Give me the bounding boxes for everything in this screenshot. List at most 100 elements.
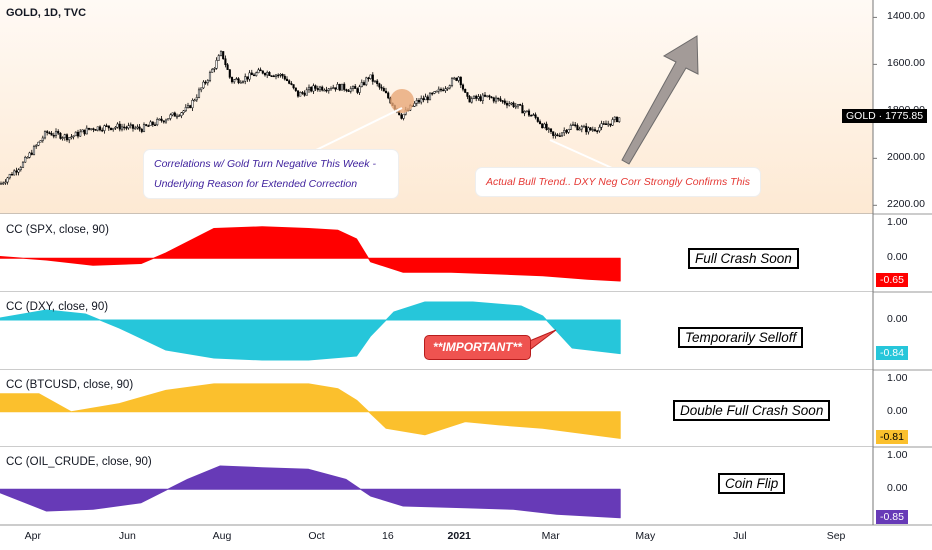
candle-body	[6, 177, 9, 183]
candle-body	[118, 123, 121, 130]
candle-body	[497, 97, 500, 100]
candle-body	[288, 80, 291, 84]
candle-body	[136, 126, 139, 129]
candle-body	[600, 123, 603, 128]
dxy-pane-title: CC (DXY, close, 90)	[6, 301, 109, 313]
candle-body	[574, 124, 577, 126]
candle-body	[17, 169, 20, 173]
candle-body	[70, 136, 73, 139]
candle-body	[437, 88, 440, 92]
candle-body	[347, 90, 350, 92]
candle-body	[382, 88, 385, 92]
candle-body	[90, 128, 93, 130]
candle-body	[167, 118, 170, 121]
candle-body	[552, 131, 555, 136]
candle-body	[96, 126, 99, 131]
candle-body	[8, 173, 11, 179]
candle-body	[277, 74, 280, 77]
candle-body	[301, 92, 304, 94]
candle-body	[503, 100, 506, 104]
candle-body	[151, 121, 154, 125]
candle-body	[13, 170, 16, 176]
candle-body	[68, 137, 71, 141]
candle-body	[268, 72, 271, 76]
candle-body	[318, 86, 322, 91]
candle-body	[464, 88, 467, 93]
candle-body	[149, 121, 152, 126]
candle-body	[182, 110, 185, 113]
candle-body	[329, 88, 333, 91]
candle-body	[340, 83, 344, 91]
candle-body	[186, 105, 190, 108]
candle-body	[514, 105, 517, 108]
candle-body	[362, 82, 366, 86]
candle-body	[569, 125, 572, 130]
time-axis-label: Oct	[308, 530, 325, 542]
candle-body	[479, 96, 482, 101]
candle-body	[109, 127, 113, 130]
spx-label-box: Full Crash Soon	[688, 248, 799, 269]
candle-body	[549, 128, 553, 132]
candle-body	[184, 106, 187, 112]
candle-body	[607, 123, 610, 126]
candle-body	[521, 105, 524, 114]
candle-body	[129, 124, 132, 126]
candle-body	[266, 72, 269, 76]
candle-body	[488, 95, 491, 98]
candle-body	[259, 69, 262, 72]
candle-body	[442, 89, 445, 92]
candle-body	[371, 74, 374, 82]
candle-body	[222, 51, 225, 59]
candle-body	[307, 86, 311, 91]
candle-body	[63, 134, 66, 138]
candle-body	[567, 129, 570, 133]
candle-body	[516, 104, 520, 107]
candle-body	[615, 116, 619, 123]
candle-body	[360, 82, 363, 87]
oil-axis-label: 0.00	[887, 482, 908, 495]
candle-body	[228, 69, 231, 78]
candle-body	[10, 173, 14, 176]
candle-body	[290, 83, 293, 85]
dxy-correlation-area	[0, 301, 621, 361]
candle-body	[534, 114, 537, 118]
candle-body	[74, 131, 77, 137]
candle-body	[4, 181, 7, 184]
candle-body	[107, 125, 110, 129]
candle-body	[131, 124, 135, 129]
candle-body	[510, 102, 513, 105]
candle-body	[164, 119, 168, 123]
candle-body	[332, 87, 335, 90]
candle-body	[428, 92, 432, 101]
candle-body	[127, 125, 130, 129]
candle-body	[373, 80, 377, 83]
candle-body	[519, 104, 522, 106]
candle-body	[37, 141, 40, 146]
candle-body	[336, 84, 339, 90]
candle-body	[384, 90, 388, 94]
time-axis-label: Mar	[541, 530, 560, 542]
candle-body	[292, 84, 295, 89]
candle-body	[81, 129, 84, 133]
spx-axis-label: 0.00	[887, 251, 908, 264]
candle-body	[224, 58, 227, 65]
candle-body	[138, 126, 141, 130]
candle-body	[153, 124, 157, 126]
candle-body	[545, 123, 548, 130]
spx-correlation-area	[0, 226, 621, 282]
candle-body	[54, 131, 58, 136]
oil-pane-title: CC (OIL_CRUDE, close, 90)	[6, 456, 152, 468]
candle-body	[378, 83, 381, 88]
candle-body	[85, 127, 88, 135]
candle-body	[145, 124, 148, 126]
candle-body	[354, 86, 357, 89]
candle-body	[160, 118, 163, 122]
candle-body	[30, 152, 33, 155]
spx-axis-label: 1.00	[887, 216, 908, 229]
candle-body	[233, 79, 236, 83]
candle-body	[43, 131, 47, 139]
candle-body	[349, 88, 352, 92]
candle-body	[0, 183, 3, 185]
